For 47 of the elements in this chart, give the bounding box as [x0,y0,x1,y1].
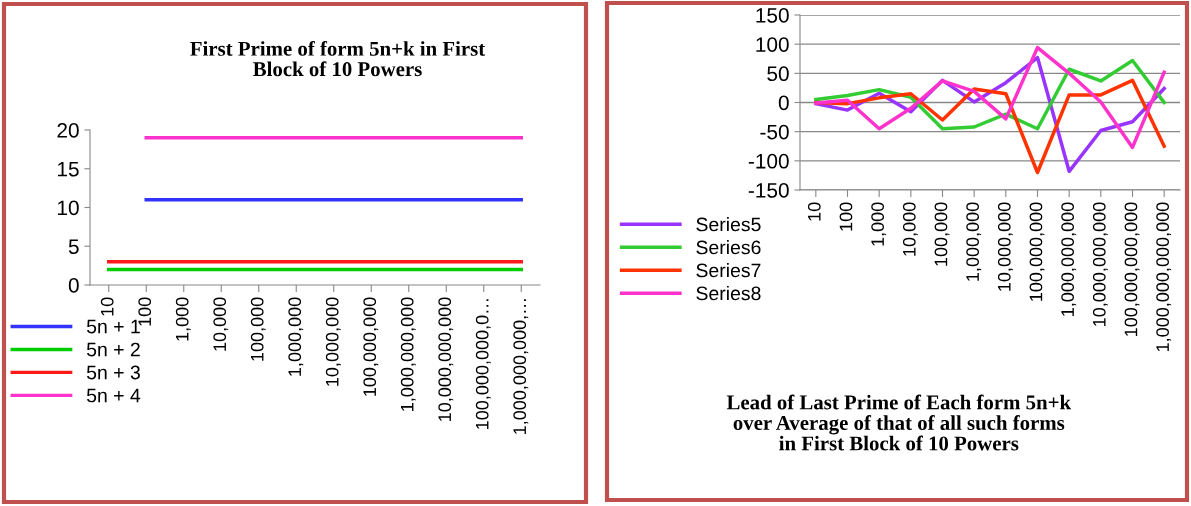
y-tick-label: 0 [778,95,789,111]
legend-label: Series5 [696,217,761,232]
x-tick-label: 10 [100,297,114,316]
legend-label: 5n + 3 [86,365,140,380]
legend-label: 5n + 4 [86,388,141,403]
legend-label: Series6 [696,240,761,255]
x-tick-label: 100 [839,202,853,231]
x-tick-label: 100,000,000,000 [1124,202,1140,336]
line-series [814,45,1166,150]
y-tick-label: 15 [58,161,79,177]
y-tick-label: -100 [748,153,789,169]
x-tick-label: 10,000,000 [997,202,1013,291]
x-tick-label: 1,000,000,000,… [513,299,529,434]
x-tick-label: 10,000,000,000 [438,297,454,421]
x-tick-label: 1,000 [175,297,191,341]
y-tick-label: 20 [57,123,79,138]
x-tick-label: 1,000,000 [288,297,304,376]
x-tick-label: 100,000,000 [363,297,379,396]
y-tick-label: 50 [767,66,789,82]
x-tick-label: 100,000,000,0… [475,299,491,429]
x-tick-label: 10,000 [213,297,229,351]
x-tick-label: 1,000,000,000,000 [1156,202,1172,352]
x-tick-label: 100,000 [250,297,266,361]
text: Lead of Last Prime of Each form 5n+k over Average of that of all such forms in First Block of 10 Powers [726,394,1072,451]
y-tick-label: 150 [756,8,789,23]
y-tick-label: -50 [760,124,789,140]
x-tick-label: 1,000,000 [966,202,982,281]
x-tick-label: 100,000 [934,202,950,266]
line-series [814,58,1166,131]
x-tick-label: 100,000,000 [1029,202,1045,301]
y-tick-label: -150 [748,183,789,198]
legend-label: Series7 [696,263,761,278]
chart-title: First Prime of form 5n+k in First Block of 10 Powers [190,40,486,77]
y-tick-label: 100 [756,37,789,52]
x-tick-label: 1,000,000,000 [1061,202,1077,316]
x-tick-label: 1,000 [871,202,887,246]
x-tick-label: 10,000,000,000 [1092,202,1108,326]
y-tick-label: 5 [68,239,79,254]
x-tick-label: 1,000,000,000 [400,297,416,411]
legend-label: Series8 [696,285,761,301]
x-tick-label: 10 [807,202,821,221]
legend-label: 5n + 1 [86,319,140,334]
legend-label: 5n + 2 [86,342,140,357]
x-tick-label: 100 [138,297,152,326]
x-tick-label: 10,000,000 [325,297,341,386]
y-tick-label: 0 [68,278,79,293]
x-tick-label: 10,000 [902,202,918,256]
